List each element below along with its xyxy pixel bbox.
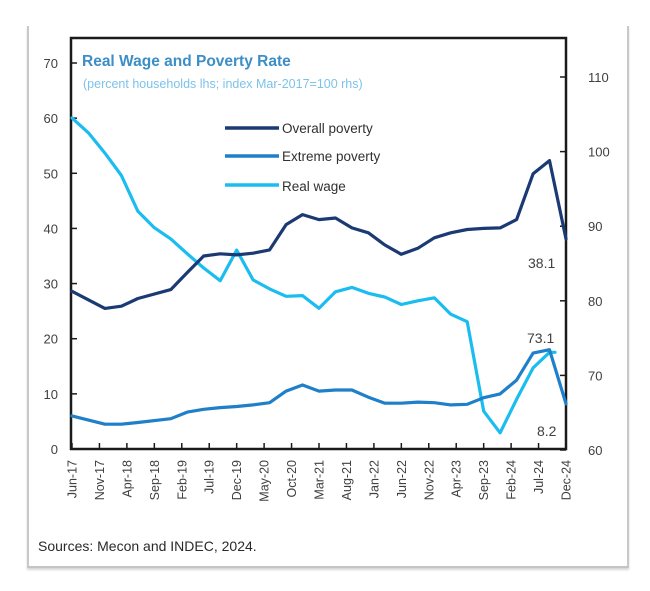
left-tick-label: 50 xyxy=(44,166,58,181)
legend-label-extreme-poverty: Extreme poverty xyxy=(282,149,381,164)
annotation-overall-poverty-last: 38.1 xyxy=(528,255,555,271)
x-tick-label: Mar-21 xyxy=(313,460,327,500)
x-axis: Jun-17 Nov-17 Apr-18 Sep-18 Feb-19 Jul-19 Dec-… xyxy=(66,443,574,502)
legend-label-overall-poverty: Overall poverty xyxy=(282,121,373,136)
x-tick-label: Dec-24 xyxy=(560,460,574,500)
left-tick-label: 60 xyxy=(44,111,58,126)
source-note: Sources: Mecon and INDEC, 2024. xyxy=(38,538,257,554)
chart-title: Real Wage and Poverty Rate xyxy=(82,53,291,70)
annotation-real-wage-last: 73.1 xyxy=(527,330,554,346)
right-tick-label: 90 xyxy=(588,219,602,234)
x-tick-label: Apr-23 xyxy=(450,460,464,498)
left-tick-label: 30 xyxy=(44,277,58,292)
x-tick-label: Sep-23 xyxy=(477,460,491,500)
series-line-real-wage xyxy=(70,116,557,435)
left-tick-label: 70 xyxy=(44,56,58,71)
chart-subtitle: (percent households lhs; index Mar-2017=… xyxy=(83,77,363,91)
legend-item-overall-poverty: Overall poverty xyxy=(225,121,373,136)
x-tick-label: Feb-19 xyxy=(175,460,189,500)
legend-item-real-wage: Real wage xyxy=(225,179,346,194)
x-tick-label: Sep-18 xyxy=(148,460,162,500)
left-tick-label: 20 xyxy=(44,332,58,347)
right-tick-label: 60 xyxy=(588,443,602,458)
legend-item-extreme-poverty: Extreme poverty xyxy=(225,149,381,164)
legend-label-real-wage: Real wage xyxy=(282,179,346,194)
left-axis: 0 10 20 30 40 50 60 70 xyxy=(44,56,77,457)
x-tick-label: May-20 xyxy=(258,460,272,502)
series-line-extreme-poverty xyxy=(70,348,568,426)
x-tick-label: Jan-22 xyxy=(367,460,381,498)
legend: Overall poverty Extreme poverty Real wag… xyxy=(225,121,381,194)
x-tick-label: Nov-22 xyxy=(422,460,436,500)
right-tick-label: 110 xyxy=(588,70,609,85)
left-tick-label: 40 xyxy=(44,221,58,236)
x-tick-label: Jun-22 xyxy=(395,460,409,498)
chart-frame xyxy=(27,26,629,568)
plot-area-border xyxy=(69,36,568,451)
x-tick-label: Oct-20 xyxy=(285,460,299,498)
series xyxy=(70,116,568,435)
x-tick-label: Feb-24 xyxy=(505,460,519,500)
x-tick-label: Aug-21 xyxy=(340,460,354,500)
right-tick-label: 70 xyxy=(588,368,602,383)
right-tick-label: 100 xyxy=(588,145,610,160)
x-tick-label: Dec-19 xyxy=(230,460,244,500)
x-tick-label: Jul-24 xyxy=(532,460,546,494)
left-tick-label: 0 xyxy=(51,442,58,457)
left-tick-label: 10 xyxy=(44,387,58,402)
x-tick-label: Jun-17 xyxy=(66,460,80,498)
series-line-overall-poverty xyxy=(70,159,568,310)
x-tick-label: Apr-18 xyxy=(120,460,134,498)
right-axis: 60 70 80 90 100 110 xyxy=(560,70,610,458)
x-tick-label: Jul-19 xyxy=(203,460,217,494)
x-tick-label: Nov-17 xyxy=(93,460,107,500)
annotation-extreme-poverty-last: 8.2 xyxy=(537,423,557,439)
right-tick-label: 80 xyxy=(588,294,602,309)
axes xyxy=(69,36,568,451)
